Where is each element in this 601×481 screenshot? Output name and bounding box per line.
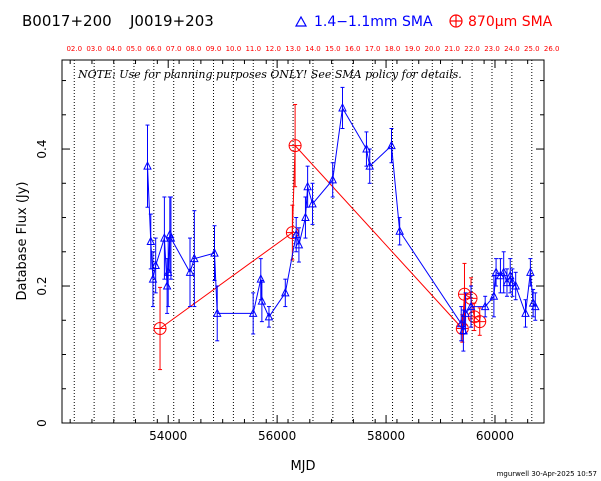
data-point <box>365 161 375 170</box>
data-point <box>257 295 267 305</box>
data-point <box>491 267 501 276</box>
y-axis-label: Database Flux (Jy) <box>15 182 30 301</box>
y-tick-label: 0 <box>35 419 49 427</box>
data-point <box>301 212 310 222</box>
year-label: 13.0 <box>285 45 301 53</box>
year-label: 23.0 <box>484 45 500 53</box>
data-point <box>294 239 304 249</box>
year-label: 25.0 <box>524 45 540 53</box>
year-label: 15.0 <box>325 45 341 53</box>
x-tick-label: 60000 <box>476 429 514 443</box>
year-label: 04.0 <box>106 45 122 53</box>
axis-ticks: 54000 56000 58000 60000 0 0.2 0.4 <box>35 60 544 443</box>
data-point <box>185 267 195 276</box>
series-870um <box>153 104 487 371</box>
data-point <box>461 308 470 317</box>
year-label: 17.0 <box>365 45 381 53</box>
year-label: 19.0 <box>405 45 421 53</box>
data-point <box>148 274 158 283</box>
year-label: 20.0 <box>424 45 440 53</box>
year-label: 14.0 <box>305 45 321 53</box>
data-point <box>521 308 530 317</box>
year-label: 10.0 <box>226 45 242 53</box>
year-label: 21.0 <box>444 45 460 53</box>
x-tick-label: 58000 <box>367 429 405 443</box>
legend-blue-label: 1.4−1.1mm SMA <box>314 14 433 30</box>
data-point <box>212 308 222 317</box>
data-point <box>338 102 347 112</box>
series-line <box>147 106 536 331</box>
year-label: 16.0 <box>345 45 361 53</box>
year-label: 02.0 <box>66 45 82 53</box>
data-point <box>151 260 160 269</box>
data-point <box>166 232 176 242</box>
data-point <box>308 198 317 208</box>
legend-red-label: 870µm SMA <box>468 14 553 30</box>
x-axis-label: MJD <box>290 459 315 474</box>
data-point <box>162 280 172 290</box>
data-point <box>489 291 499 300</box>
data-point <box>280 287 290 297</box>
series-line <box>159 144 481 330</box>
data-point <box>502 277 512 287</box>
data-point <box>303 181 312 191</box>
year-gridlines <box>73 60 533 423</box>
data-point <box>499 267 509 276</box>
source-name-2: J0019+203 <box>129 12 214 30</box>
y-tick-label: 0.2 <box>35 276 49 295</box>
footer-credit: mgurwell 30-Apr-2025 10:57 <box>497 470 597 478</box>
year-label: 03.0 <box>86 45 102 53</box>
data-point <box>264 311 274 321</box>
legend-blue: 1.4−1.1mm SMA <box>294 14 433 30</box>
planning-note: NOTE: Use for planning purposes ONLY! Se… <box>77 68 462 81</box>
year-label: 05.0 <box>126 45 142 53</box>
data-point <box>291 229 301 239</box>
data-point <box>511 280 520 290</box>
data-point <box>526 267 535 276</box>
x-tick-label: 54000 <box>149 429 187 443</box>
legend-red: 870µm SMA <box>449 14 553 30</box>
data-point <box>143 161 152 170</box>
year-label: 11.0 <box>245 45 261 53</box>
data-point <box>530 301 540 311</box>
data-point <box>146 236 156 245</box>
data-point <box>190 253 199 263</box>
legend-triangle-icon <box>294 15 308 27</box>
source-name-1: B0017+200 <box>22 12 112 30</box>
year-label: 07.0 <box>166 45 182 53</box>
year-label: 09.0 <box>206 45 222 53</box>
data-point <box>480 301 490 311</box>
x-tick-label: 56000 <box>258 429 296 443</box>
data-point <box>508 277 517 287</box>
year-label: 22.0 <box>464 45 480 53</box>
data-point <box>248 308 258 317</box>
year-label: 24.0 <box>504 45 520 53</box>
data-point <box>395 226 404 235</box>
top-axis-labels: 02.0 03.0 04.0 05.0 06.0 07.0 08.0 09.0 10.0 11.0… <box>66 45 559 53</box>
data-point <box>256 274 266 283</box>
year-label: 26.0 <box>544 45 560 53</box>
data-point <box>328 174 337 184</box>
year-label: 18.0 <box>385 45 401 53</box>
y-tick-label: 0.4 <box>35 139 49 158</box>
year-label: 06.0 <box>146 45 162 53</box>
data-point <box>387 140 396 150</box>
data-point <box>210 248 219 257</box>
data-point <box>466 301 476 311</box>
series-1mm <box>143 86 540 352</box>
plot-frame <box>61 59 545 424</box>
year-label: 12.0 <box>265 45 281 53</box>
year-label: 08.0 <box>186 45 202 53</box>
data-point <box>165 229 175 239</box>
